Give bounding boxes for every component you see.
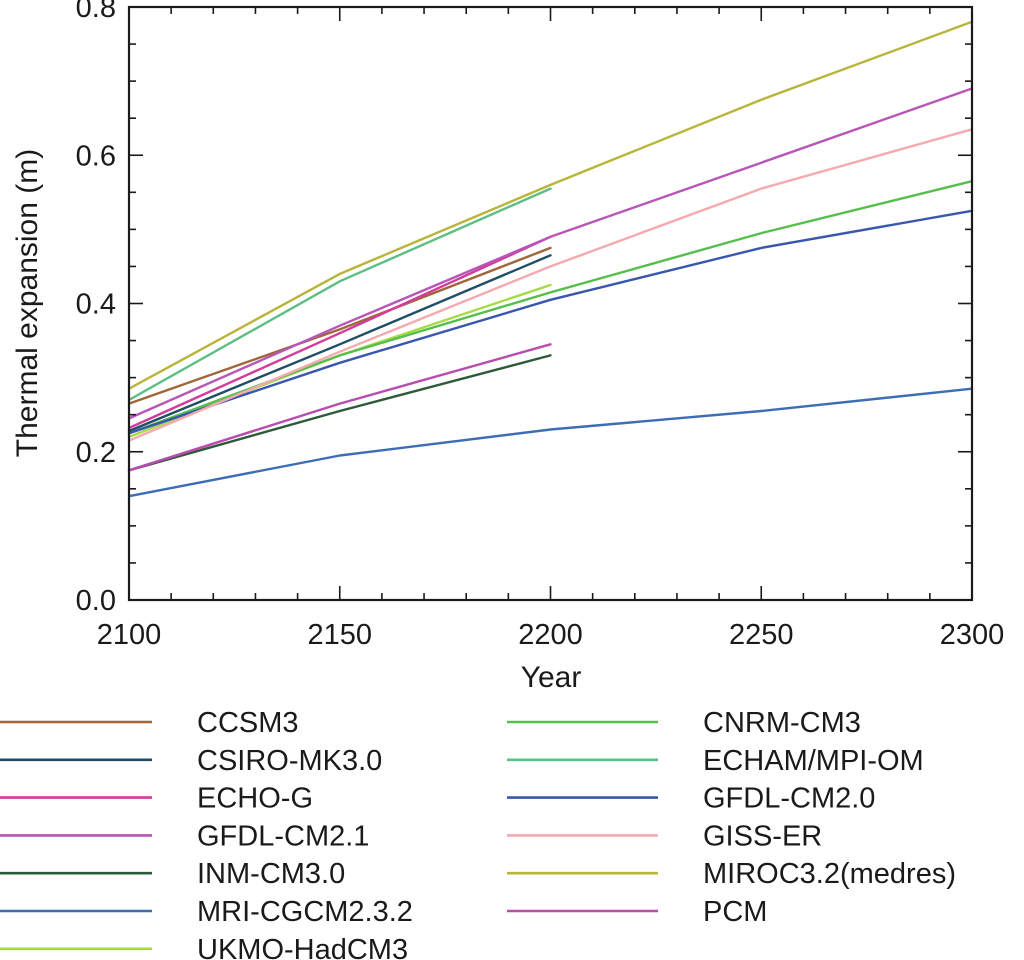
series-layer xyxy=(127,20,974,498)
x-tick-label: 2200 xyxy=(518,619,583,651)
series-line-pcm xyxy=(127,343,552,472)
y-tick-label: 0.8 xyxy=(76,0,116,24)
legend-label: GISS-ER xyxy=(703,820,822,852)
series-line-csiro-mk3-0 xyxy=(127,254,552,433)
x-tick-label: 2300 xyxy=(940,619,1005,651)
legend-label: CSIRO-MK3.0 xyxy=(197,745,382,777)
legend-label: UKMO-HadCM3 xyxy=(197,934,408,960)
legend: CCSM3 CSIRO-MK3.0 ECHO-G GFDL-CM2.1 INM-CM3.… xyxy=(0,707,956,960)
legend-label: MIROC3.2(medres) xyxy=(703,858,956,890)
x-tick-labels: 2100 2150 2200 2250 2300 xyxy=(97,619,1005,651)
y-tick-label: 0.4 xyxy=(76,289,116,321)
series-line-giss-er xyxy=(127,128,974,442)
series-line-gfdl-cm2-1 xyxy=(127,87,974,420)
series-line-miroc3-2-medres xyxy=(127,20,974,390)
y-axis-title: Thermal expansion (m) xyxy=(11,149,44,457)
legend-item-inm-cm3-0: INM-CM3.0 xyxy=(0,858,345,890)
legend-item-ccsm3: CCSM3 xyxy=(0,707,299,739)
legend-item-pcm: PCM xyxy=(507,896,767,928)
legend-item-ukmo-hadcm3: UKMO-HadCM3 xyxy=(0,934,408,960)
y-tick-label: 0.0 xyxy=(76,585,116,617)
series-line-echam-mpi-om xyxy=(127,187,552,402)
series-line-mri-cgcm2-3-2 xyxy=(127,387,974,498)
x-tick-label: 2100 xyxy=(97,619,162,651)
x-axis-title: Year xyxy=(521,661,582,694)
legend-label: ECHAM/MPI-OM xyxy=(703,745,924,777)
series-line-ccsm3 xyxy=(127,246,552,405)
legend-item-echam-mpi-om: ECHAM/MPI-OM xyxy=(507,745,924,777)
legend-item-mri-cgcm2-3-2: MRI-CGCM2.3.2 xyxy=(0,896,413,928)
legend-item-gfdl-cm2-0: GFDL-CM2.0 xyxy=(507,783,875,815)
legend-item-csiro-mk3-0: CSIRO-MK3.0 xyxy=(0,745,382,777)
y-tick-label: 0.2 xyxy=(76,437,116,469)
legend-label: CCSM3 xyxy=(197,707,299,739)
legend-label: MRI-CGCM2.3.2 xyxy=(197,896,413,928)
series-line-echo-g xyxy=(127,235,552,430)
y-tick-labels: 0.0 0.2 0.4 0.6 0.8 xyxy=(76,0,116,617)
series-line-gfdl-cm2-0 xyxy=(127,209,974,435)
legend-item-giss-er: GISS-ER xyxy=(507,820,822,852)
legend-label: GFDL-CM2.0 xyxy=(703,783,875,815)
tick-layer xyxy=(128,6,973,601)
plot-frame xyxy=(127,5,974,602)
legend-item-echo-g: ECHO-G xyxy=(0,783,313,815)
legend-item-cnrm-cm3: CNRM-CM3 xyxy=(507,707,861,739)
legend-label: ECHO-G xyxy=(197,783,313,815)
x-tick-label: 2150 xyxy=(307,619,372,651)
legend-item-miroc3-2-medres: MIROC3.2(medres) xyxy=(507,858,956,890)
legend-label: INM-CM3.0 xyxy=(197,858,345,890)
x-tick-label: 2250 xyxy=(729,619,794,651)
series-line-cnrm-cm3 xyxy=(127,179,974,435)
series-line-inm-cm3-0 xyxy=(127,354,552,472)
legend-label: CNRM-CM3 xyxy=(703,707,861,739)
legend-label: GFDL-CM2.1 xyxy=(197,820,369,852)
legend-label: PCM xyxy=(703,896,767,928)
legend-item-gfdl-cm2-1: GFDL-CM2.1 xyxy=(0,820,369,852)
y-tick-label: 0.6 xyxy=(76,140,116,172)
